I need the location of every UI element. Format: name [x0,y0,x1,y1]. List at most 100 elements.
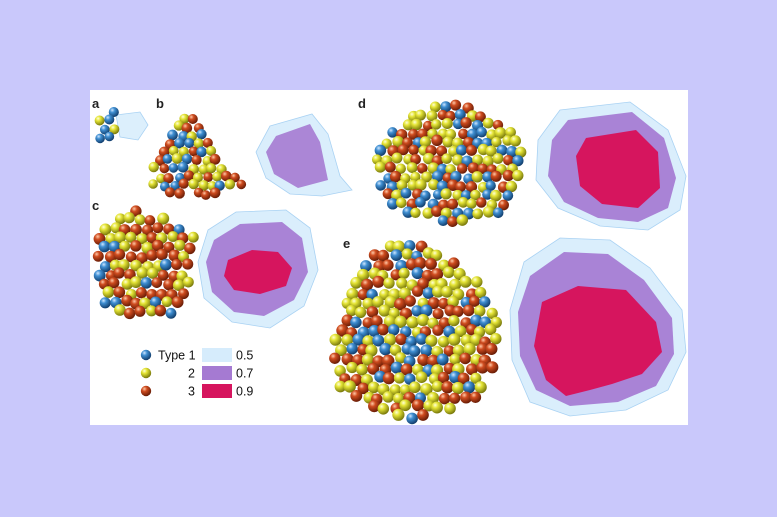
cluster-d-atom [422,207,434,219]
cluster-a-atom [99,124,110,135]
cluster-d-atom [415,179,427,191]
cluster-c-atom [157,212,170,225]
cluster-e-atom [341,334,354,346]
cluster-e-atom [486,307,498,320]
cluster-b-atom [184,138,195,149]
cluster-c-atom [187,231,199,243]
cluster-c-atom [146,305,157,317]
cluster-b-atom [191,154,202,166]
cluster-b-atom [163,172,174,184]
cluster-d-atom [512,169,524,182]
cluster-d-atom [406,162,418,173]
cluster-c-atom [151,239,164,252]
panel-label-b: b [156,96,164,111]
cluster-d-atom [447,216,458,227]
cluster-d-atom [466,128,479,140]
cluster-b-atom [156,173,166,184]
cluster-d-atom [400,187,412,199]
legend-swatch-09 [202,384,232,398]
cluster-d-atom [396,197,407,209]
cluster-d-atom [509,135,522,147]
cluster-c-atom [130,240,142,252]
cluster-e-atom [413,257,427,270]
cluster-e-atom [336,324,349,337]
cluster-e-atom [459,275,472,288]
cluster-e-atom [395,352,407,364]
cluster-a-atom [104,114,115,125]
cluster-e-atom [449,353,461,366]
cluster-c-atom [159,258,172,271]
cluster-e-atom [346,287,359,301]
cluster-b-atom [181,153,193,165]
cluster-e-atom [486,361,499,374]
cluster-e-atom [463,381,476,394]
cluster-d-atom [496,144,508,156]
cluster-e-atom [420,304,433,317]
cluster-e-atom [452,344,465,357]
cluster-d-atom [472,208,484,220]
cluster-d-atom [410,154,421,165]
cluster-e-atom [378,304,391,317]
cluster-c-atom [140,277,153,289]
cluster-d-atom [482,171,494,183]
cluster-e-atom [484,323,497,336]
cluster-e-atom [352,333,365,346]
cluster-e-atom [366,306,379,318]
cluster-d-atom [482,117,494,129]
cluster-e-atom [406,316,419,329]
cluster-d-atom [389,170,402,183]
cluster-e-atom [417,354,430,366]
cluster-e-atom [368,381,380,394]
figure-canvas: a b c d e Type [92,96,687,425]
cluster-e-atom [454,325,467,338]
cluster-d-atom [384,161,396,173]
cluster-e-atom [396,277,408,289]
cluster-a-atom [108,107,119,118]
cluster-e-atom [427,354,440,368]
cluster-e-atom [346,361,358,374]
panel-label-e: e [343,236,350,251]
cluster-c-atom [182,258,194,270]
cluster-d-atom [422,152,435,165]
cluster-b-atom [193,138,204,149]
density-blob-e-09 [534,286,662,396]
cluster-e-atom [417,409,429,421]
cluster-e-atom [420,344,433,357]
cluster-d-atom [482,205,495,218]
cluster-e-atom [350,316,362,329]
cluster-e-atom [370,315,383,328]
cluster-d-atom [456,214,469,226]
cluster-e-atom [354,306,367,318]
cluster-e-atom [476,361,489,374]
cluster-e-atom [408,381,421,394]
legend-label-type2: 2 [188,367,195,381]
cluster-e-atom [382,259,394,271]
cluster-d-atom [386,198,399,210]
cluster-e-atom [443,345,455,357]
cluster-e-atom [345,304,358,317]
cluster-e-atom [368,399,381,413]
cluster-c-atom [114,304,126,316]
cluster-b-atom [178,178,189,189]
cluster-d-atom [482,189,493,200]
density-surfaces [115,101,687,417]
cluster-c-atom [161,296,173,308]
cluster-c-atom [168,249,181,262]
cluster-e-atom [382,391,394,403]
cluster-d-atom [490,170,502,182]
cluster-e-atom [377,249,390,262]
cluster-d-atom [502,135,513,146]
cluster-e-atom [329,333,342,346]
cluster-d-atom [375,180,386,191]
density-blob-b-07 [266,124,328,188]
cluster-e-atom [451,381,465,395]
cluster-e-atom [368,324,381,337]
cluster-d-atom [408,144,419,156]
cluster-c-atom [157,269,169,281]
cluster-d-atom [426,110,438,122]
cluster-b-atom [209,153,221,165]
cluster-e-atom [357,382,370,395]
cluster-c-atom [113,248,126,261]
cluster-d-atom [457,197,469,208]
cluster-e-atom [485,343,498,355]
